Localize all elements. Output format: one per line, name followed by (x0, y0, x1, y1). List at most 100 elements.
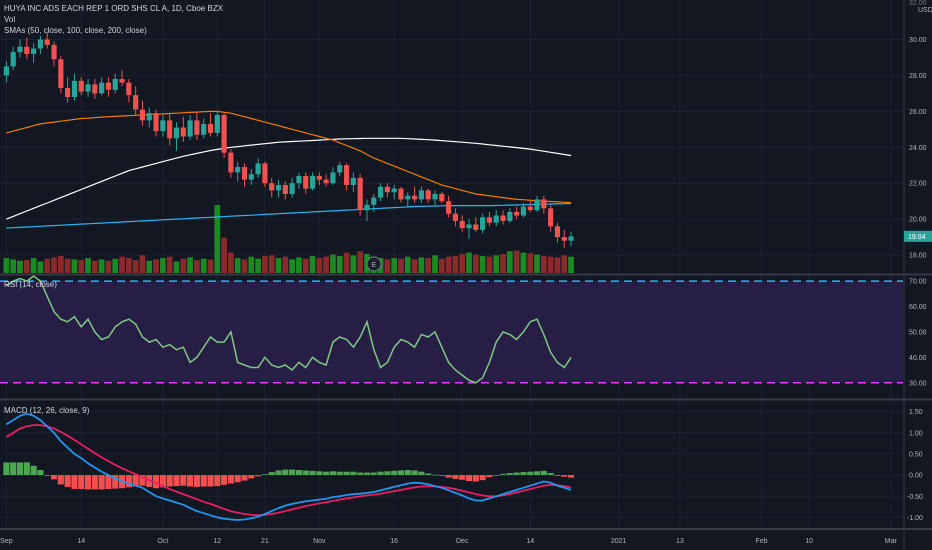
candle-body[interactable] (398, 188, 404, 200)
candle-body[interactable] (282, 184, 288, 194)
candle-body[interactable] (384, 186, 390, 193)
candle-body[interactable] (439, 193, 445, 202)
candle-body[interactable] (44, 39, 50, 45)
rsi-axis-label: 30.00 (909, 380, 927, 387)
volume-bar (568, 256, 574, 273)
candle-body[interactable] (343, 165, 350, 185)
candle-body[interactable] (262, 163, 268, 184)
candle-body[interactable] (235, 167, 241, 173)
rsi-legend[interactable]: RSI (14, close) (4, 279, 57, 290)
candle-body[interactable] (486, 217, 493, 223)
candle-body[interactable] (187, 120, 193, 137)
candle-body[interactable] (3, 66, 9, 76)
price-legend[interactable]: HUYA INC ADS EACH REP 1 ORD SHS CL A, 1D… (4, 3, 223, 36)
candle-body[interactable] (459, 220, 465, 229)
candle-body[interactable] (534, 199, 540, 211)
candle-body[interactable] (330, 172, 336, 184)
candle-body[interactable] (520, 206, 527, 216)
candle-body[interactable] (371, 197, 377, 205)
candle-body[interactable] (241, 167, 248, 180)
candle-body[interactable] (568, 236, 574, 241)
candle-body[interactable] (214, 114, 220, 133)
candle-body[interactable] (139, 109, 146, 121)
candle-body[interactable] (411, 195, 418, 200)
candle-body[interactable] (37, 39, 44, 49)
candle-body[interactable] (541, 199, 547, 209)
candle-body[interactable] (303, 176, 309, 189)
candle-body[interactable] (561, 237, 567, 241)
candle-body[interactable] (548, 208, 554, 227)
candle-body[interactable] (167, 120, 173, 139)
candle-body[interactable] (153, 113, 159, 132)
candle-body[interactable] (92, 84, 98, 94)
candle-body[interactable] (248, 174, 254, 180)
macd-plot[interactable] (3, 412, 575, 521)
candle-body[interactable] (17, 46, 23, 53)
candle-body[interactable] (24, 46, 30, 54)
candle-body[interactable] (173, 127, 180, 139)
candle-body[interactable] (507, 211, 513, 221)
rsi-plot[interactable] (0, 275, 903, 384)
candle-body[interactable] (201, 123, 207, 135)
candle-body[interactable] (473, 224, 479, 230)
price-axis-label: 30.00 (909, 37, 927, 44)
candle-body[interactable] (500, 215, 506, 221)
candle-body[interactable] (425, 190, 431, 200)
candle-body[interactable] (133, 95, 139, 110)
candle-body[interactable] (78, 80, 84, 92)
candle-body[interactable] (51, 44, 57, 60)
events-marker[interactable]: E (366, 256, 382, 272)
candle-body[interactable] (160, 120, 166, 132)
time-axis[interactable]: Sep 14 Oct 12 21 Nov 16 Dec 14 2021 13 Feb 10 Mar (0, 538, 897, 545)
candle-body[interactable] (554, 226, 561, 238)
candle-body[interactable] (527, 206, 533, 211)
macd-legend[interactable]: MACD (12, 26, close, 9) (4, 405, 89, 416)
candle-body[interactable] (418, 190, 424, 200)
candle-body[interactable] (275, 184, 282, 191)
price-candles[interactable] (3, 32, 574, 248)
candle-body[interactable] (85, 84, 91, 92)
candle-body[interactable] (255, 163, 261, 175)
candle-body[interactable] (58, 59, 64, 89)
candle-body[interactable] (10, 52, 16, 67)
candle-body[interactable] (357, 177, 363, 211)
candle-body[interactable] (71, 80, 78, 97)
candle-body[interactable] (146, 113, 152, 121)
candle-body[interactable] (452, 213, 458, 221)
candle-body[interactable] (446, 201, 452, 214)
candle-body[interactable] (207, 123, 214, 133)
candle-body[interactable] (31, 48, 37, 54)
candle-body[interactable] (269, 183, 275, 191)
candle-body[interactable] (514, 211, 520, 216)
candle-body[interactable] (126, 82, 132, 96)
candle-body[interactable] (316, 176, 322, 180)
candle-body[interactable] (180, 127, 186, 137)
candle-body[interactable] (364, 204, 370, 211)
candle-body[interactable] (119, 79, 125, 83)
candle-body[interactable] (391, 188, 397, 193)
candle-body[interactable] (466, 224, 472, 229)
candle-body[interactable] (323, 179, 329, 184)
candle-body[interactable] (289, 183, 295, 194)
candle-body[interactable] (194, 120, 200, 135)
volume-bar (343, 252, 350, 273)
candle-body[interactable] (350, 177, 356, 185)
candle-body[interactable] (99, 82, 105, 94)
candle-body[interactable] (377, 186, 384, 198)
candle-body[interactable] (493, 215, 499, 223)
candle-body[interactable] (228, 152, 234, 173)
candle-body[interactable] (105, 82, 112, 90)
candle-body[interactable] (309, 176, 316, 189)
candle-body[interactable] (337, 165, 343, 173)
candle-body[interactable] (296, 176, 302, 184)
candle-body[interactable] (112, 79, 118, 90)
candle-body[interactable] (432, 193, 438, 200)
earnings-icon[interactable] (366, 256, 382, 272)
candle-body[interactable] (480, 217, 486, 230)
candle-body[interactable] (65, 88, 71, 97)
candle-body[interactable] (221, 114, 227, 153)
candle-body[interactable] (405, 195, 411, 200)
